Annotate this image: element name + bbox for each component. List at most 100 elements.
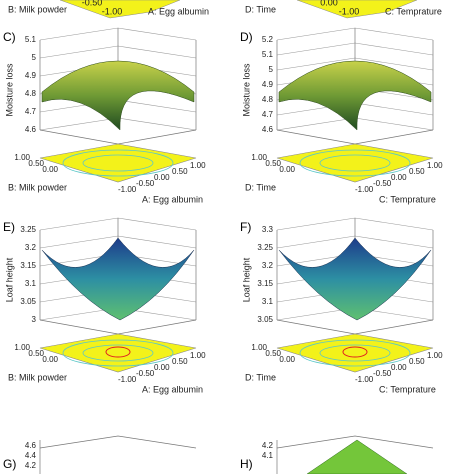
box-edge xyxy=(276,435,434,449)
z-tick-label: 4.7 xyxy=(262,110,274,119)
box-edge xyxy=(117,129,197,145)
panel-label: D) xyxy=(240,30,253,44)
box-edge xyxy=(354,129,434,145)
z-tick-label: 3.25 xyxy=(257,243,273,252)
axis-text: C: Temprature xyxy=(385,6,442,16)
z-axis-title: Moisture loss xyxy=(241,63,251,117)
z-tick-label: 4.9 xyxy=(262,80,274,89)
axis-text: 0.00 xyxy=(320,0,338,7)
box-edge xyxy=(276,319,356,335)
contour xyxy=(319,154,391,172)
z-tick-label: 5 xyxy=(32,53,37,62)
base-plane xyxy=(296,0,418,19)
z-tick-label: 4.1 xyxy=(262,451,274,460)
x-axis-title: C: Temprature xyxy=(379,194,436,204)
axis-text: -1.00 xyxy=(102,6,123,16)
x-tick-label: 0.50 xyxy=(409,167,425,176)
box-edge xyxy=(354,319,434,335)
z-tick-label: 4.6 xyxy=(262,125,274,134)
x-tick-label: -1.00 xyxy=(118,185,137,194)
box-edge xyxy=(39,129,119,145)
y-tick-label: 0.50 xyxy=(28,349,44,358)
z-tick-label: 4.8 xyxy=(262,95,274,104)
z-tick-label: 3.2 xyxy=(262,261,274,270)
axis-text: B: Milk powder xyxy=(8,4,67,14)
panel-label: H) xyxy=(240,457,253,471)
contour xyxy=(299,149,411,177)
x-tick-label: 1.00 xyxy=(190,161,206,170)
panel-label: E) xyxy=(3,220,15,234)
z-tick-label: 3.05 xyxy=(257,315,273,324)
y-tick-label: 0.50 xyxy=(265,349,281,358)
y-tick-label: 1.00 xyxy=(251,153,267,162)
z-tick-label: 3.1 xyxy=(25,279,37,288)
response-surface xyxy=(278,60,432,131)
y-tick-label: 1.00 xyxy=(14,343,30,352)
y-axis-title: B: Milk powder xyxy=(8,182,67,192)
x-tick-label: 1.00 xyxy=(427,161,443,170)
y-tick-label: 0.00 xyxy=(42,165,58,174)
x-tick-label: -0.50 xyxy=(136,179,155,188)
z-tick-label: 3.1 xyxy=(262,297,274,306)
x-tick-label: 0.50 xyxy=(172,167,188,176)
x-axis-title: C: Temprature xyxy=(379,384,436,394)
y-tick-label: 0.00 xyxy=(279,165,295,174)
z-tick-label: 3.05 xyxy=(20,297,36,306)
x-tick-label: 0.00 xyxy=(154,363,170,372)
x-tick-label: -1.00 xyxy=(355,185,374,194)
axis-text: A: Egg albumin xyxy=(148,6,209,16)
y-axis-title: D: Time xyxy=(245,372,276,382)
z-axis-title: Loaf height xyxy=(4,257,14,302)
z-tick-label: 5.2 xyxy=(262,35,274,44)
y-tick-label: 0.50 xyxy=(265,159,281,168)
z-tick-label: 4.6 xyxy=(25,125,37,134)
contour xyxy=(299,339,411,367)
response-surface xyxy=(278,237,432,321)
y-tick-label: 0.00 xyxy=(42,355,58,364)
y-tick-label: 1.00 xyxy=(251,343,267,352)
x-tick-label: 0.00 xyxy=(391,363,407,372)
y-axis-title: B: Milk powder xyxy=(8,372,67,382)
z-tick-label: 4.9 xyxy=(25,71,37,80)
y-tick-label: 0.00 xyxy=(279,355,295,364)
z-tick-label: 4.6 xyxy=(25,441,37,450)
z-tick-label: 5.1 xyxy=(25,35,37,44)
contour xyxy=(105,346,131,358)
z-tick-label: 3 xyxy=(32,315,37,324)
x-tick-label: -0.50 xyxy=(136,369,155,378)
y-axis-title: D: Time xyxy=(245,182,276,192)
z-tick-label: 4.8 xyxy=(25,89,37,98)
x-tick-label: 0.00 xyxy=(154,173,170,182)
x-tick-label: 1.00 xyxy=(190,351,206,360)
panel-label: C) xyxy=(3,30,16,44)
z-tick-label: 4.2 xyxy=(25,461,37,470)
z-tick-label: 5.1 xyxy=(262,50,274,59)
box-edge xyxy=(39,435,197,449)
y-tick-label: 1.00 xyxy=(14,153,30,162)
axis-text: -1.00 xyxy=(339,6,360,16)
z-tick-label: 4.2 xyxy=(262,441,274,450)
panel-label: F) xyxy=(240,220,251,234)
response-surface xyxy=(41,60,195,131)
z-tick-label: 3.15 xyxy=(20,261,36,270)
box-edge xyxy=(117,319,197,335)
z-tick-label: 4.7 xyxy=(25,107,37,116)
z-tick-label: 3.2 xyxy=(25,243,37,252)
z-axis-title: Loaf height xyxy=(241,257,251,302)
response-surface xyxy=(41,237,195,321)
x-tick-label: -0.50 xyxy=(373,179,392,188)
z-tick-label: 5 xyxy=(269,65,274,74)
z-tick-label: 3.3 xyxy=(262,225,274,234)
x-tick-label: 1.00 xyxy=(427,351,443,360)
axis-text: D: Time xyxy=(245,4,276,14)
box-edge xyxy=(276,129,356,145)
response-surface xyxy=(306,439,408,474)
contour xyxy=(62,149,174,177)
contour xyxy=(342,346,368,358)
z-tick-label: 3.15 xyxy=(257,279,273,288)
panel-label: G) xyxy=(3,457,16,471)
x-axis-title: A: Egg albumin xyxy=(142,384,203,394)
x-tick-label: 0.50 xyxy=(172,357,188,366)
contour xyxy=(82,344,154,362)
